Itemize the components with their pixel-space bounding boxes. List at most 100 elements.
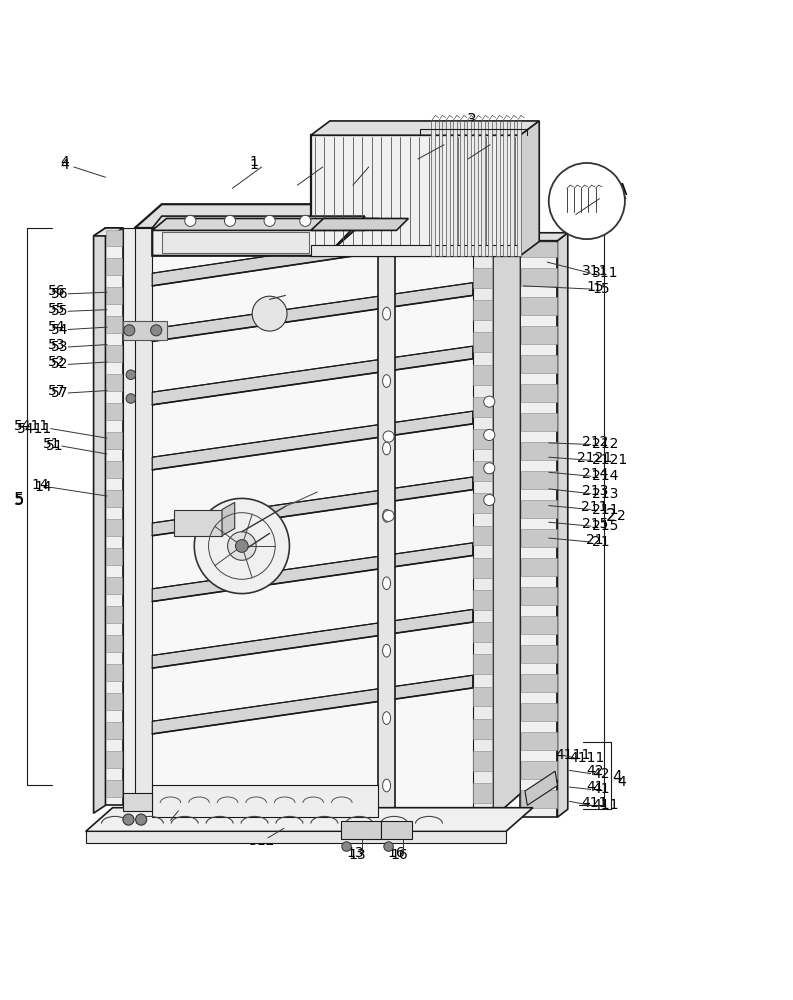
Text: 211: 211	[592, 503, 619, 517]
Text: 14: 14	[32, 478, 49, 492]
Ellipse shape	[382, 712, 390, 724]
Polygon shape	[106, 780, 122, 797]
Polygon shape	[521, 500, 557, 518]
Text: 4: 4	[612, 770, 622, 785]
Text: 31: 31	[418, 131, 435, 145]
Text: 54: 54	[51, 323, 68, 337]
Text: 214: 214	[581, 467, 608, 481]
Polygon shape	[521, 529, 557, 547]
Polygon shape	[517, 121, 521, 256]
Polygon shape	[106, 664, 122, 681]
Polygon shape	[135, 228, 493, 817]
Polygon shape	[152, 411, 473, 470]
Text: 52: 52	[51, 357, 68, 371]
Polygon shape	[474, 121, 478, 256]
Polygon shape	[222, 502, 235, 536]
Circle shape	[126, 394, 136, 403]
Text: 213: 213	[592, 487, 619, 501]
Polygon shape	[135, 204, 520, 228]
Text: 55: 55	[48, 302, 66, 316]
Polygon shape	[439, 121, 442, 256]
Circle shape	[252, 296, 287, 331]
Polygon shape	[521, 587, 557, 605]
Polygon shape	[311, 245, 520, 256]
Polygon shape	[106, 606, 122, 623]
Circle shape	[136, 814, 147, 825]
Polygon shape	[488, 121, 492, 256]
Polygon shape	[152, 346, 473, 405]
Circle shape	[484, 494, 495, 506]
Circle shape	[549, 163, 625, 239]
Polygon shape	[467, 121, 471, 256]
Text: 11: 11	[308, 155, 326, 169]
Polygon shape	[86, 831, 506, 843]
Polygon shape	[521, 355, 557, 373]
Text: 12: 12	[356, 158, 374, 172]
Text: 1: 1	[249, 158, 259, 172]
Text: 213: 213	[581, 484, 608, 498]
Text: 5: 5	[13, 491, 25, 509]
Polygon shape	[106, 519, 122, 536]
Polygon shape	[378, 221, 404, 228]
Polygon shape	[521, 732, 557, 750]
Circle shape	[384, 842, 393, 851]
Ellipse shape	[382, 442, 390, 455]
Text: 52: 52	[48, 355, 66, 369]
Polygon shape	[311, 135, 520, 256]
Text: 55: 55	[51, 304, 68, 318]
Circle shape	[126, 370, 136, 379]
Polygon shape	[481, 121, 485, 256]
Polygon shape	[135, 228, 152, 817]
Polygon shape	[473, 397, 492, 417]
Text: 212: 212	[581, 435, 608, 449]
Text: A: A	[616, 183, 627, 198]
Polygon shape	[106, 577, 122, 594]
Polygon shape	[473, 751, 492, 771]
Polygon shape	[473, 365, 492, 385]
Polygon shape	[473, 228, 493, 817]
Polygon shape	[460, 121, 464, 256]
Polygon shape	[106, 432, 122, 449]
Text: 54: 54	[48, 320, 66, 334]
Circle shape	[383, 510, 394, 521]
Text: 312: 312	[247, 832, 274, 846]
Polygon shape	[521, 413, 557, 431]
Text: 211: 211	[581, 500, 608, 514]
Text: 4111: 4111	[555, 748, 590, 762]
Text: 13: 13	[347, 846, 364, 860]
Text: 12: 12	[358, 155, 375, 169]
Polygon shape	[473, 268, 492, 288]
Polygon shape	[106, 722, 122, 739]
Polygon shape	[106, 635, 122, 652]
Text: 4111: 4111	[569, 751, 605, 765]
Polygon shape	[473, 654, 492, 674]
Polygon shape	[152, 216, 365, 228]
Text: 5411: 5411	[14, 419, 49, 433]
Polygon shape	[521, 616, 557, 634]
Text: 32: 32	[473, 131, 491, 145]
Circle shape	[383, 431, 394, 442]
Circle shape	[484, 463, 495, 474]
Circle shape	[228, 532, 256, 560]
Circle shape	[236, 540, 248, 552]
Text: 3: 3	[467, 119, 477, 133]
Text: 215: 215	[592, 519, 619, 533]
Circle shape	[185, 215, 196, 226]
Text: 4: 4	[60, 155, 70, 169]
Text: 11: 11	[308, 158, 326, 172]
Polygon shape	[473, 783, 492, 803]
Circle shape	[151, 325, 162, 336]
Text: 212: 212	[592, 437, 619, 451]
Polygon shape	[123, 793, 152, 811]
Text: 312: 312	[248, 834, 275, 848]
Polygon shape	[106, 548, 122, 565]
Polygon shape	[521, 442, 557, 460]
Polygon shape	[106, 345, 122, 362]
Text: 14: 14	[35, 480, 52, 494]
Polygon shape	[446, 121, 450, 256]
Polygon shape	[152, 283, 473, 341]
Polygon shape	[521, 471, 557, 489]
Polygon shape	[152, 218, 379, 230]
Text: 2121: 2121	[592, 453, 627, 467]
Polygon shape	[521, 703, 557, 721]
